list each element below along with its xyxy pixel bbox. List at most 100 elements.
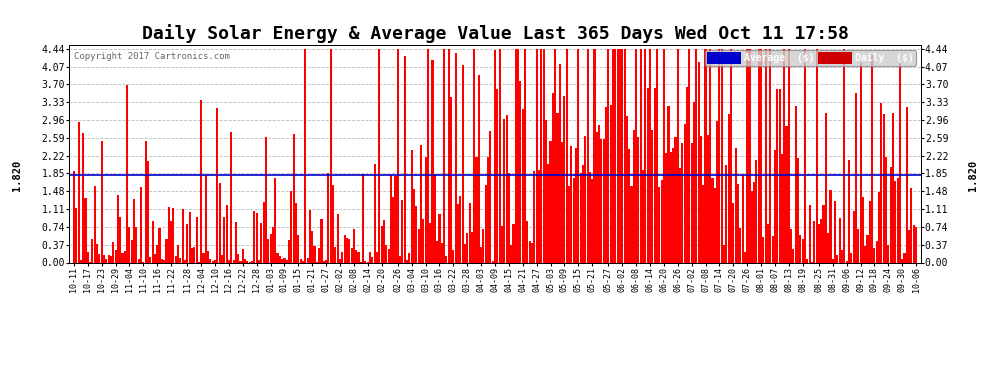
Bar [323,261,325,262]
Bar [328,173,330,262]
Bar [605,107,607,262]
Bar [94,186,96,262]
Bar [423,219,425,262]
Bar [163,260,165,262]
Bar [226,205,228,262]
Bar [311,231,313,262]
Bar [492,261,494,262]
Bar [538,170,540,262]
Bar [656,49,658,262]
Bar [906,107,908,262]
Bar [508,173,510,262]
Bar [743,252,745,262]
Bar [769,49,771,262]
Bar [447,49,449,262]
Bar [437,241,439,262]
Bar [466,233,468,262]
Bar [485,185,487,262]
Bar [612,49,614,262]
Bar [679,168,681,262]
Bar [330,49,332,262]
Bar [818,224,820,262]
Bar [541,49,543,262]
Bar [584,136,586,262]
Bar [101,141,103,262]
Bar [321,219,323,262]
Bar [131,240,133,262]
Bar [913,225,915,262]
Bar [499,49,501,262]
Bar [496,90,498,262]
Bar [672,148,674,262]
Bar [473,49,475,262]
Bar [348,239,350,262]
Bar [297,235,299,262]
Bar [355,250,357,262]
Bar [723,246,725,262]
Bar [624,49,626,262]
Bar [841,251,843,262]
Bar [864,246,866,262]
Bar [649,49,651,262]
Bar [307,258,309,262]
Title: Daily Solar Energy & Average Value Last 365 Days Wed Oct 11 17:58: Daily Solar Energy & Average Value Last … [142,24,848,44]
Bar [387,249,390,262]
Bar [415,206,418,262]
Bar [593,49,596,262]
Bar [887,245,889,262]
Bar [432,60,434,262]
Bar [394,176,397,262]
Bar [726,165,728,262]
Bar [364,261,366,262]
Bar [904,253,906,262]
Bar [304,49,306,262]
Bar [174,256,177,262]
Bar [75,208,77,262]
Bar [117,195,119,262]
Bar [760,49,762,262]
Bar [238,254,240,262]
Bar [600,139,603,262]
Bar [411,150,413,262]
Bar [837,255,839,262]
Bar [418,229,420,262]
Bar [181,209,184,262]
Bar [468,203,470,262]
Bar [871,55,873,262]
Bar [908,230,910,262]
Bar [776,90,778,262]
Bar [235,222,237,262]
Bar [820,219,823,262]
Bar [87,252,89,262]
Bar [848,160,850,262]
Bar [748,49,750,262]
Bar [258,260,260,262]
Bar [640,49,642,262]
Bar [681,142,683,262]
Bar [454,53,456,262]
Bar [804,49,806,262]
Bar [357,252,359,262]
Bar [653,88,655,262]
Bar [325,260,327,262]
Bar [240,261,242,262]
Bar [728,114,730,262]
Bar [444,49,446,262]
Bar [610,105,612,262]
Bar [295,203,297,262]
Bar [461,65,463,262]
Bar [427,49,429,262]
Bar [894,181,896,262]
Bar [165,239,167,262]
Bar [242,249,244,262]
Bar [598,126,600,262]
Bar [674,136,676,262]
Bar [536,49,538,262]
Bar [420,145,422,262]
Bar [214,260,216,262]
Bar [217,108,219,262]
Text: 1.820: 1.820 [13,159,23,190]
Bar [82,133,84,262]
Bar [619,49,621,262]
Bar [873,248,875,262]
